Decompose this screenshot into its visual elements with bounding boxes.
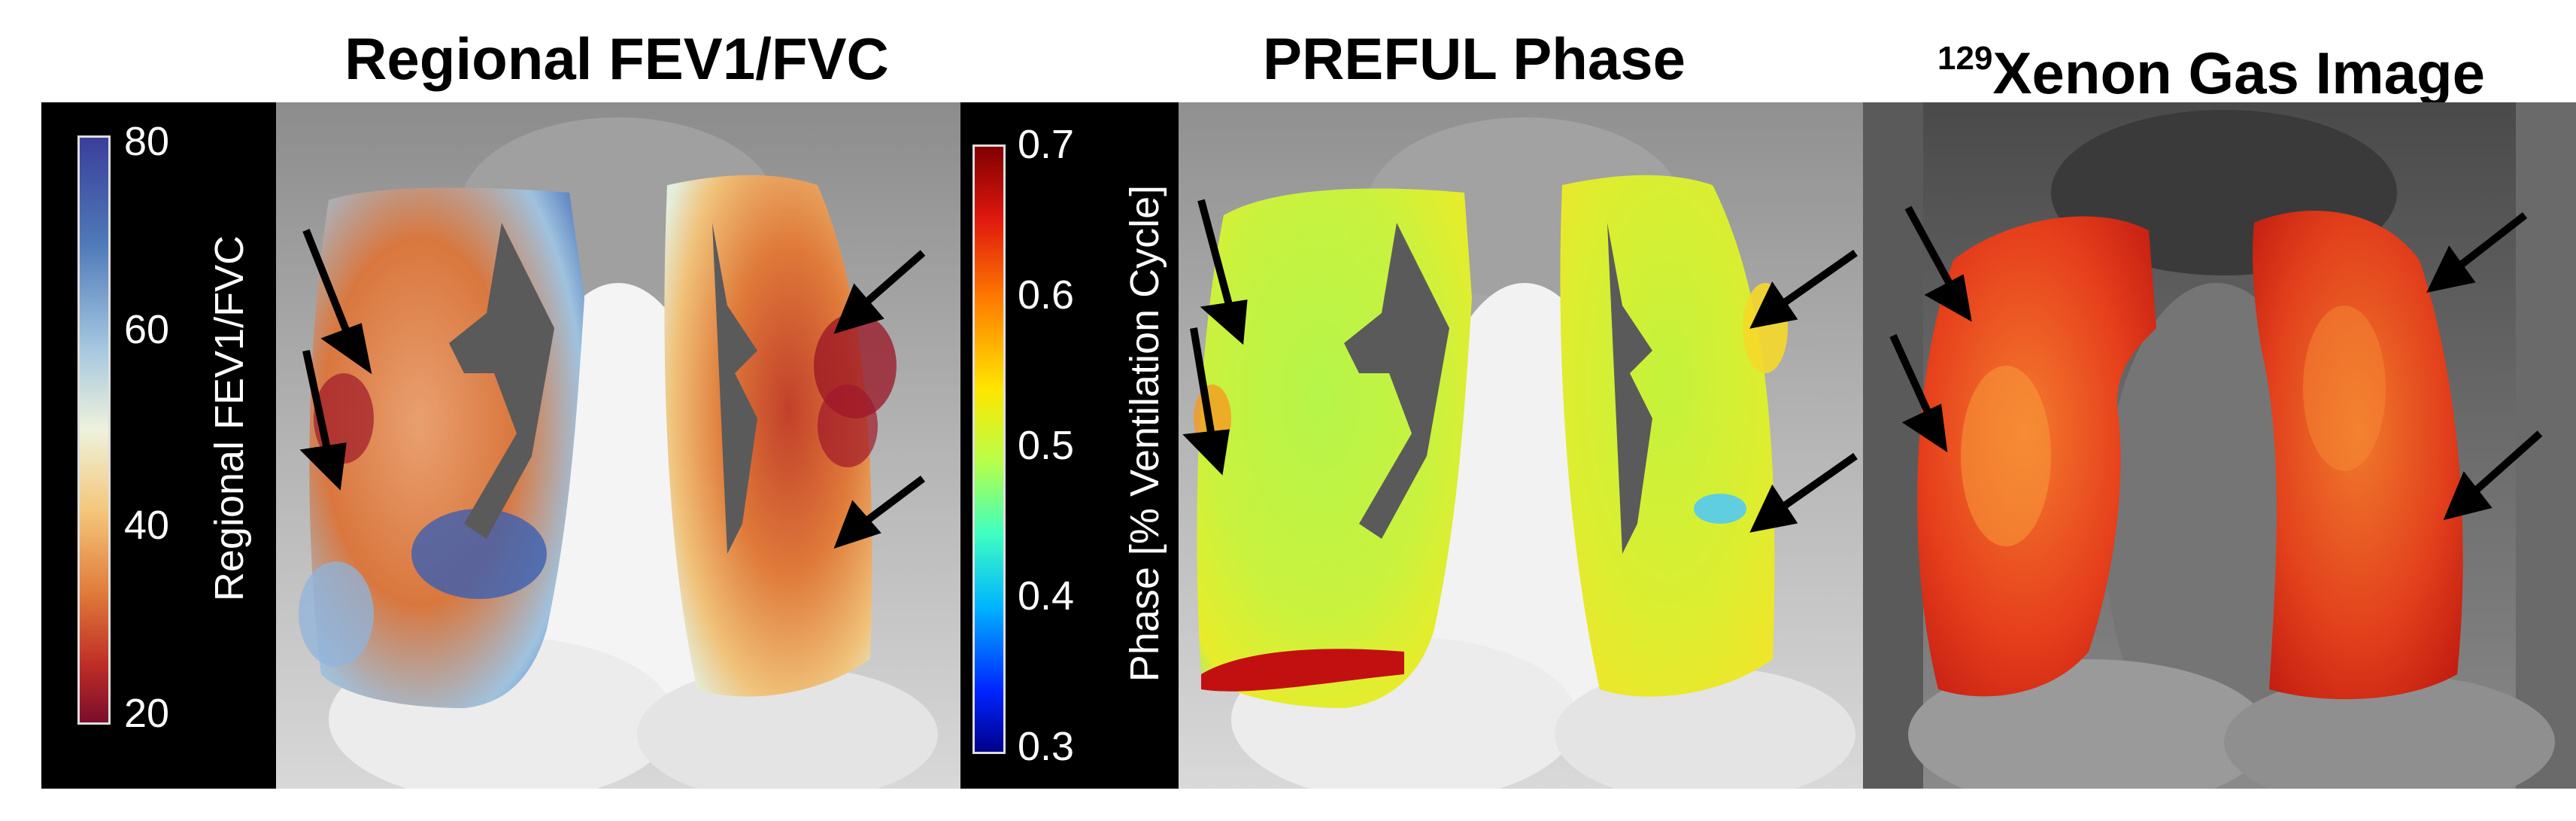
airway-tree <box>1607 223 1652 554</box>
arrows <box>1182 199 1858 533</box>
phase-tick-0.5: 0.5 <box>1018 423 1075 468</box>
stomach-dome <box>637 667 938 789</box>
right-lung-phase-map <box>1197 188 1472 708</box>
preful-phase-map-svg <box>1179 102 1863 789</box>
title-regional-fev1-fvc: Regional FEV1/FVC <box>344 26 889 92</box>
stomach-dome <box>2224 674 2555 789</box>
fev-tick-40: 40 <box>124 503 170 548</box>
fev1-fvc-map <box>276 102 960 789</box>
phase-tick-0.4: 0.4 <box>1018 573 1075 619</box>
preful-phase-map <box>1179 102 1863 789</box>
colorbar-preful-phase: 0.7 0.6 0.5 0.4 0.3 Phase [% Ventilation… <box>960 102 1179 789</box>
stomach-dome <box>1555 667 1855 789</box>
arrows <box>299 229 926 549</box>
delayed-phase-region <box>1201 649 1404 692</box>
airway-tree <box>1344 223 1449 539</box>
phase-tick-0.3: 0.3 <box>1018 724 1075 769</box>
fev-tick-20: 20 <box>124 691 170 736</box>
colorbar-phase-gradient <box>972 144 1006 754</box>
xenon-gas-image-svg <box>1863 102 2576 789</box>
arrows <box>1889 205 2543 521</box>
airway-tree <box>449 223 554 539</box>
colorbar-fev1-fvc-gradient <box>77 135 111 725</box>
high-fev-region <box>411 509 547 599</box>
xenon-isotope-superscript: 129 <box>1937 40 1993 77</box>
xenon-title-text: Xenon Gas Image <box>1992 40 2485 106</box>
xenon-gas-image <box>1863 102 2576 789</box>
fev-tick-80: 80 <box>124 119 170 164</box>
fev1-fvc-map-svg <box>276 102 960 789</box>
title-preful-phase: PREFUL Phase <box>1262 26 1686 92</box>
fev-tick-60: 60 <box>124 307 170 352</box>
low-fev-region <box>818 385 878 467</box>
phase-colorbar-label: Phase [% Ventilation Cycle] <box>1122 184 1167 683</box>
fev-colorbar-label: Regional FEV1/FVC <box>207 235 252 602</box>
high-ventilation-region <box>1961 366 2051 546</box>
phase-tick-0.6: 0.6 <box>1018 272 1075 318</box>
title-xenon-gas-image: 129Xenon Gas Image <box>1850 14 2572 106</box>
colorbar-fev1-fvc: 80 60 40 20 Regional FEV1/FVC <box>41 102 276 789</box>
early-phase-region <box>1694 494 1746 524</box>
high-ventilation-region <box>2303 306 2386 471</box>
chest-wall <box>1863 102 1923 789</box>
high-fev-region <box>299 561 374 667</box>
airway-tree <box>712 223 757 554</box>
phase-tick-0.7: 0.7 <box>1018 122 1075 167</box>
